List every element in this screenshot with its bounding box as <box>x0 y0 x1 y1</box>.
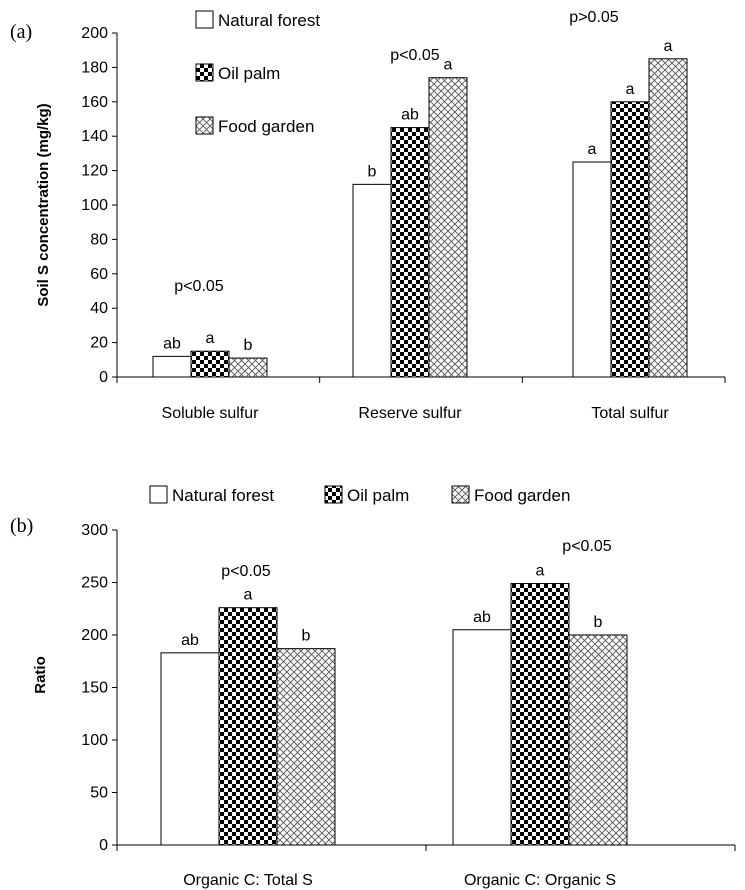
category-label: Total sulfur <box>591 405 669 422</box>
category-labels-b: Organic C: Total S Organic C: Organic S <box>183 872 616 889</box>
category-label: Soluble sulfur <box>162 405 260 422</box>
panel-label-b: (b) <box>10 515 33 537</box>
y-tick-label: 60 <box>90 266 108 283</box>
y-tick-label: 120 <box>81 163 108 180</box>
significance-label: p<0.05 <box>174 278 223 295</box>
bar <box>352 183 392 378</box>
bar <box>160 652 220 846</box>
bar <box>152 355 192 378</box>
legend-label: Food garden <box>218 117 314 136</box>
y-tick-label: 0 <box>99 837 108 854</box>
bar <box>190 350 230 378</box>
category-label: Reserve sulfur <box>358 405 462 422</box>
y-tick-label: 80 <box>90 231 108 248</box>
bar-annotation: a <box>206 330 215 347</box>
bar <box>452 629 512 846</box>
legend-label: Oil palm <box>218 64 280 83</box>
y-axis-label-b: Ratio <box>32 656 49 694</box>
legend-swatch <box>195 116 214 135</box>
y-tick-label: 250 <box>81 575 108 592</box>
significance-labels-a: p<0.05 p<0.05 p>0.05 <box>174 9 618 295</box>
bar <box>568 634 628 846</box>
bar-annotation: a <box>664 38 673 55</box>
bar <box>390 127 430 378</box>
y-tick-label: 50 <box>90 785 108 802</box>
bar-annotation: a <box>626 81 635 98</box>
chart-a: (a) Soil S concentration (mg/kg) 0 20 40 60… <box>10 9 726 422</box>
axes-a: 0 20 40 60 80 100 120 140 160 180 200 <box>81 25 726 386</box>
legend-label: Food garden <box>474 486 570 505</box>
bar <box>648 58 688 378</box>
bar <box>610 101 650 378</box>
y-tick-label: 20 <box>90 335 108 352</box>
bar <box>510 583 570 846</box>
legend-a: Natural forest Oil palm Food garden <box>195 10 320 136</box>
bar-annotation: ab <box>163 335 181 352</box>
bar-annotation: ab <box>473 609 491 626</box>
y-tick-label: 140 <box>81 128 108 145</box>
bars-b <box>160 583 628 846</box>
significance-label: p>0.05 <box>569 9 618 26</box>
bar <box>428 77 468 378</box>
category-labels-a: Soluble sulfur Reserve sulfur Total sulfur <box>162 405 670 422</box>
y-tick-label: 180 <box>81 59 108 76</box>
bar-annotation: a <box>536 563 545 580</box>
y-tick-label: 40 <box>90 300 108 317</box>
bar-annotation: a <box>244 587 253 604</box>
legend-b: Natural forest Oil palm Food garden <box>149 485 570 505</box>
significance-label: p<0.05 <box>221 563 270 580</box>
category-label: Organic C: Organic S <box>464 872 616 889</box>
category-label: Organic C: Total S <box>183 872 313 889</box>
bar-annotation: b <box>368 163 377 180</box>
y-tick-label: 100 <box>81 732 108 749</box>
bar-annotation: b <box>302 628 311 645</box>
legend-swatch <box>451 485 470 504</box>
y-axis-label-a: Soil S concentration (mg/kg) <box>35 103 52 306</box>
bar <box>276 648 336 846</box>
legend-swatch <box>149 485 168 504</box>
y-tick-label: 0 <box>99 369 108 386</box>
bar-annotation: ab <box>181 632 199 649</box>
legend-swatch <box>324 485 343 504</box>
y-tick-label: 300 <box>81 522 108 539</box>
legend-label: Oil palm <box>347 486 409 505</box>
bars-a <box>152 58 688 378</box>
bar-annotation: a <box>444 57 453 74</box>
bar-annotation: b <box>244 337 253 354</box>
bar <box>572 161 612 378</box>
bar <box>228 357 268 378</box>
y-tick-label: 150 <box>81 680 108 697</box>
bar-annotation: ab <box>401 107 419 124</box>
bar-annotation: b <box>594 614 603 631</box>
bar <box>218 607 278 846</box>
y-tick-label: 100 <box>81 197 108 214</box>
significance-label: p<0.05 <box>562 538 611 555</box>
significance-labels-b: p<0.05 p<0.05 <box>221 538 611 580</box>
y-tick-label: 160 <box>81 94 108 111</box>
panel-label-a: (a) <box>10 21 32 43</box>
legend-swatch <box>195 63 214 82</box>
legend-label: Natural forest <box>218 11 320 30</box>
y-tick-label: 200 <box>81 627 108 644</box>
legend-swatch <box>195 10 214 29</box>
significance-label: p<0.05 <box>390 47 439 64</box>
y-tick-label: 200 <box>81 25 108 42</box>
legend-label: Natural forest <box>172 486 274 505</box>
bar-annotation: a <box>588 141 597 158</box>
